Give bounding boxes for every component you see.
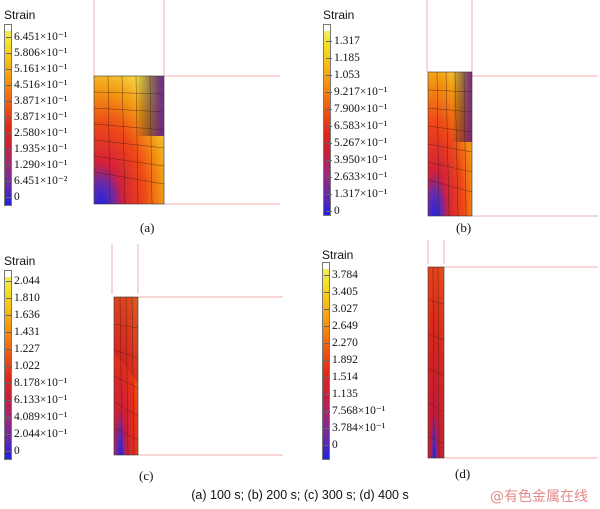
tick-label: 1.810 [6,292,40,304]
tick-labels: 1.317 1.185 1.053 9.217×10⁻¹ 7.900×10⁻¹ … [325,35,434,217]
colorbar [4,270,12,460]
tick-label: 2.649 [324,320,358,332]
tick-label: 6.451×10⁻¹ [5,31,68,43]
tick-label: 1.892 [324,354,358,366]
strain-contour-plot [111,244,283,456]
tick-label: 3.027 [324,303,358,315]
tick-label: 1.022 [6,360,40,372]
tick-label: 2.044×10⁻¹ [5,428,68,440]
strain-contour-plot [426,0,598,217]
panel-label: (d) [455,466,471,481]
tick-label: 3.784 [324,269,358,281]
tick-label: 1.317×10⁻¹ [325,188,388,200]
tick-labels: 3.784 3.405 3.027 2.649 2.270 1.892 1.51… [323,269,432,451]
tick-labels: 2.044 1.810 1.636 1.431 1.227 1.022 8.17… [5,275,114,457]
tick-label: 9.217×10⁻¹ [325,86,388,98]
tick-labels: 6.451×10⁻¹ 5.806×10⁻¹ 5.161×10⁻¹ 4.516×1… [5,31,114,203]
colorbar [323,24,331,216]
tick-label: 2.044 [6,275,40,287]
strain-contour-plot [427,240,598,459]
tick-label: 1.053 [326,69,360,81]
tick-label: 1.431 [6,326,40,338]
watermark: @有色金属在线 [490,489,588,505]
tick-label: 1.514 [324,371,358,383]
strain-title: Strain [4,254,36,268]
tick-label: 1.317 [326,35,360,47]
strain-title: Strain [322,248,354,262]
tick-label: 4.089×10⁻¹ [5,411,68,423]
tick-label: 0 [324,439,338,451]
tick-label: 8.178×10⁻¹ [5,377,68,389]
tick-label: 7.900×10⁻¹ [325,103,388,115]
tick-label: 5.267×10⁻¹ [325,137,388,149]
tick-label: 2.580×10⁻¹ [5,127,68,139]
tick-label: 6.451×10⁻² [5,175,68,187]
tick-label: 3.784×10⁻¹ [323,422,386,434]
strain-title: Strain [4,8,36,22]
tick-label: 1.227 [6,343,40,355]
tick-label: 1.636 [6,309,40,321]
strain-contour-plot [93,0,280,205]
tick-label: 0 [6,445,20,457]
tick-label: 2.270 [324,337,358,349]
colorbar [322,262,330,460]
tick-label: 7.568×10⁻¹ [323,405,386,417]
tick-label: 3.950×10⁻¹ [325,154,388,166]
tick-label: 1.185 [326,52,360,64]
tick-label: 6.133×10⁻¹ [5,394,68,406]
tick-label: 1.935×10⁻¹ [5,143,68,155]
panel-label: (c) [139,468,154,483]
tick-label: 5.806×10⁻¹ [5,47,68,59]
tick-label: 0 [6,191,20,203]
strain-title: Strain [323,8,355,22]
tick-label: 5.161×10⁻¹ [5,63,68,75]
panel-label: (b) [456,220,472,235]
tick-label: 1.290×10⁻¹ [5,159,68,171]
tick-label: 4.516×10⁻¹ [5,79,68,91]
colorbar [4,24,12,206]
tick-label: 1.135 [324,388,358,400]
figure-caption: (a) 100 s; (b) 200 s; (c) 300 s; (d) 400… [191,488,409,502]
tick-label: 2.633×10⁻¹ [325,171,388,183]
tick-label: 0 [326,205,340,217]
tick-label: 6.583×10⁻¹ [325,120,388,132]
panel-label: (a) [140,220,155,235]
tick-label: 3.405 [324,286,358,298]
tick-label: 3.871×10⁻¹ [5,95,68,107]
tick-label: 3.871×10⁻¹ [5,111,68,123]
